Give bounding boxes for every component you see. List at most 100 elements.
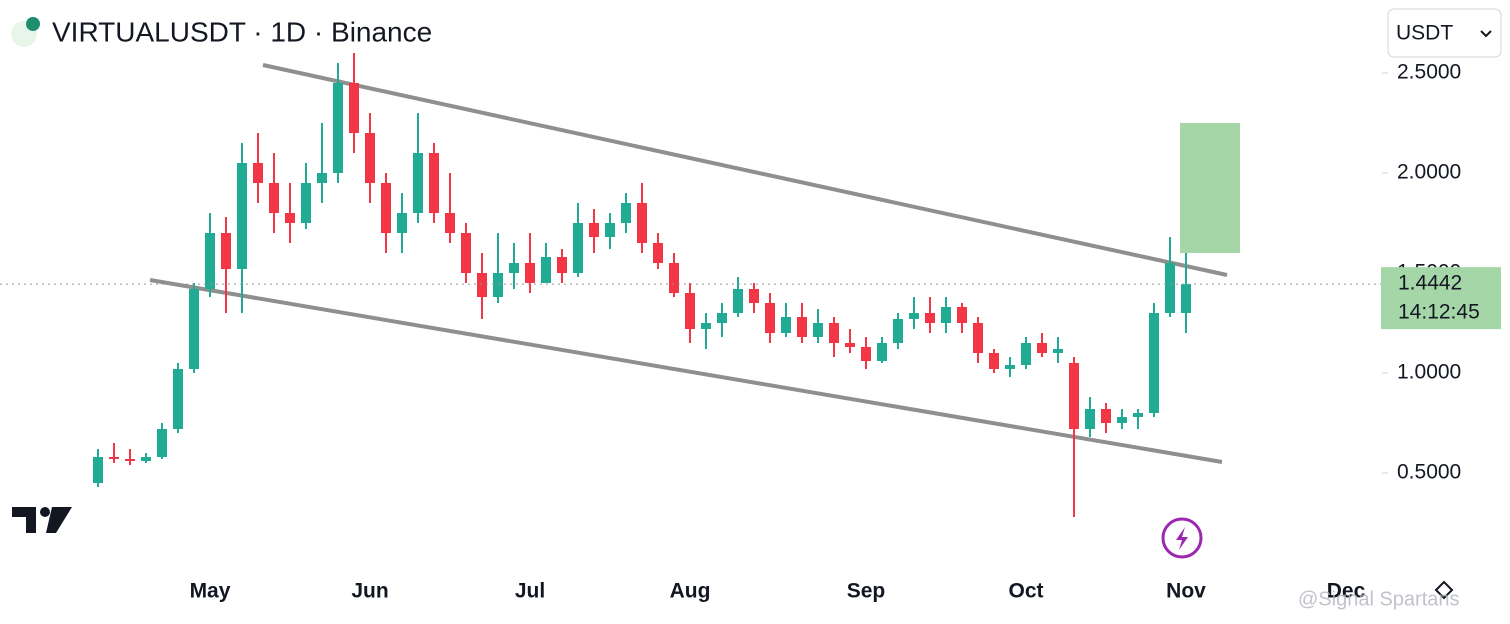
candle-body bbox=[413, 153, 423, 213]
dropdown-caret[interactable] bbox=[1480, 30, 1492, 38]
candle-body bbox=[1149, 313, 1159, 413]
candle-body bbox=[125, 459, 135, 461]
symbol-badge bbox=[26, 17, 40, 31]
alert-bolt[interactable] bbox=[1176, 527, 1188, 550]
candle-body bbox=[845, 343, 855, 347]
tv-logo bbox=[12, 507, 72, 533]
candle-body bbox=[493, 273, 503, 297]
candle-body bbox=[541, 257, 551, 283]
x-tick-label: Aug bbox=[670, 580, 711, 603]
tv-logo-dot bbox=[40, 507, 50, 517]
candle-body bbox=[365, 133, 375, 183]
candle-body bbox=[909, 313, 919, 319]
candle-body bbox=[205, 233, 215, 289]
candle-body bbox=[1005, 365, 1015, 369]
candle-body bbox=[317, 173, 327, 183]
candle-body bbox=[701, 323, 711, 329]
candle-body bbox=[1021, 343, 1031, 365]
candle-body bbox=[1165, 263, 1175, 313]
candle-body bbox=[445, 213, 455, 233]
candle-body bbox=[653, 243, 663, 263]
candle-body bbox=[477, 273, 487, 297]
candle-body bbox=[253, 163, 263, 183]
target-box bbox=[1180, 123, 1240, 253]
x-tick-label: Nov bbox=[1166, 580, 1206, 603]
candle-body bbox=[1037, 343, 1047, 353]
watermark: @Signal Spartans bbox=[1298, 588, 1460, 610]
candle-body bbox=[429, 153, 439, 213]
candle-body bbox=[381, 183, 391, 233]
price-tag bbox=[1381, 267, 1501, 330]
candle-body bbox=[269, 183, 279, 213]
candle-body bbox=[877, 343, 887, 361]
settings-icon[interactable] bbox=[1434, 580, 1454, 600]
candle-body bbox=[941, 307, 951, 323]
lower-trendline bbox=[149, 278, 1223, 464]
candle-body bbox=[1101, 409, 1111, 423]
candle-body bbox=[157, 429, 167, 457]
candle-body bbox=[221, 233, 231, 269]
candle-body bbox=[813, 323, 823, 337]
candle-body bbox=[621, 203, 631, 223]
candle-body bbox=[797, 317, 807, 337]
price-tag-countdown: 14:12:45 bbox=[1398, 301, 1480, 324]
alert-icon[interactable] bbox=[1161, 517, 1203, 559]
chart-title: VIRTUALUSDT · 1D · Binance bbox=[52, 16, 432, 47]
candle-body bbox=[829, 323, 839, 343]
candle-body bbox=[461, 233, 471, 273]
x-tick-label: Sep bbox=[847, 580, 886, 603]
candle-body bbox=[765, 303, 775, 333]
candle-body bbox=[93, 457, 103, 483]
candle-body bbox=[733, 289, 743, 313]
candle-body bbox=[1085, 409, 1095, 429]
candle-body bbox=[685, 293, 695, 329]
x-tick-label: Oct bbox=[1008, 580, 1043, 603]
candle-body bbox=[1181, 284, 1191, 313]
candle-body bbox=[397, 213, 407, 233]
candle-body bbox=[989, 353, 999, 369]
candle-body bbox=[781, 317, 791, 333]
candle-body bbox=[1053, 349, 1063, 353]
candle-body bbox=[669, 263, 679, 293]
candle-body bbox=[525, 263, 535, 283]
candle-body bbox=[717, 313, 727, 323]
candle-body bbox=[557, 257, 567, 273]
plot: 0.50001.00001.50002.00002.5000MayJunJulA… bbox=[0, 53, 1461, 603]
x-tick-label: Jun bbox=[351, 580, 388, 603]
candle-body bbox=[189, 289, 199, 369]
currency-label[interactable]: USDT bbox=[1396, 22, 1453, 45]
candle-body bbox=[141, 457, 151, 461]
candle-body bbox=[237, 163, 247, 269]
candle-body bbox=[109, 457, 119, 459]
candle-body bbox=[925, 313, 935, 323]
y-tick-label: 2.5000 bbox=[1397, 61, 1461, 84]
candle-body bbox=[893, 319, 903, 343]
candle-body bbox=[509, 263, 519, 273]
price-tag-value: 1.4442 bbox=[1398, 272, 1462, 295]
currency-select[interactable] bbox=[1387, 8, 1502, 58]
candle-body bbox=[861, 347, 871, 361]
candle-body bbox=[589, 223, 599, 237]
x-tick-label: Dec bbox=[1327, 580, 1366, 603]
upper-trendline bbox=[262, 63, 1228, 277]
candle-body bbox=[573, 223, 583, 273]
candle-body bbox=[1133, 413, 1143, 417]
candle-body bbox=[285, 213, 295, 223]
candle-body bbox=[1069, 363, 1079, 429]
y-tick-label: 2.0000 bbox=[1397, 161, 1461, 184]
candle-body bbox=[173, 369, 183, 429]
candle-body bbox=[349, 83, 359, 133]
candle-body bbox=[301, 183, 311, 223]
x-tick-label: Jul bbox=[515, 580, 545, 603]
candle-body bbox=[973, 323, 983, 353]
candle-body bbox=[605, 223, 615, 237]
candle-body bbox=[637, 203, 647, 243]
candle-body bbox=[1117, 417, 1127, 423]
y-tick-label: 1.0000 bbox=[1397, 361, 1461, 384]
candle-body bbox=[749, 289, 759, 303]
candle-body bbox=[333, 83, 343, 173]
y-tick-label: 0.5000 bbox=[1397, 461, 1461, 484]
